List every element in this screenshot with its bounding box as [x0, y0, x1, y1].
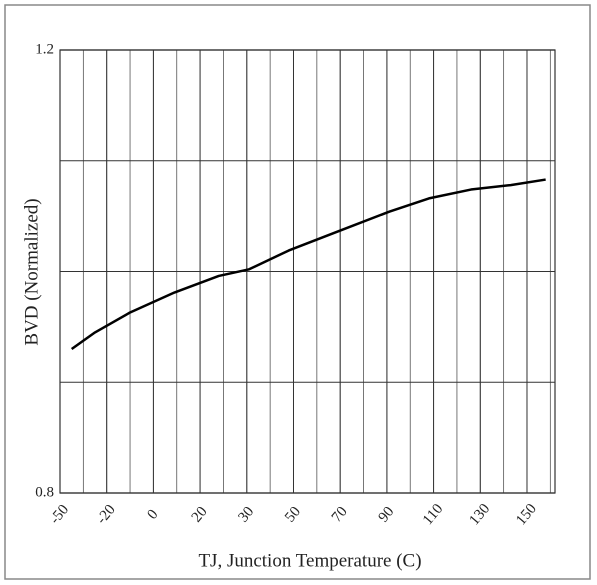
x-axis-label: TJ, Junction Temperature (C) [198, 550, 421, 571]
x-tick-label: 50 [282, 504, 304, 526]
x-tick-label: 20 [189, 504, 211, 526]
plot-border [59, 49, 556, 494]
x-tick-label: 70 [329, 504, 351, 526]
x-tick-label: 0 [144, 507, 161, 523]
y-tick-label: 1.2 [35, 41, 54, 57]
x-tick-label: 130 [466, 501, 493, 529]
x-tick-label: 110 [420, 501, 446, 528]
x-tick-label: 30 [235, 504, 257, 526]
frame [4, 4, 591, 580]
x-tick-label: -20 [94, 502, 119, 528]
x-tick-label: -50 [47, 502, 72, 528]
x-tick-label: 90 [376, 504, 398, 526]
y-tick-label: 0.8 [35, 484, 54, 500]
x-tick-label: 150 [513, 501, 540, 529]
line [70, 178, 546, 351]
y-axis-label: BVD (Normalized) [21, 198, 42, 345]
